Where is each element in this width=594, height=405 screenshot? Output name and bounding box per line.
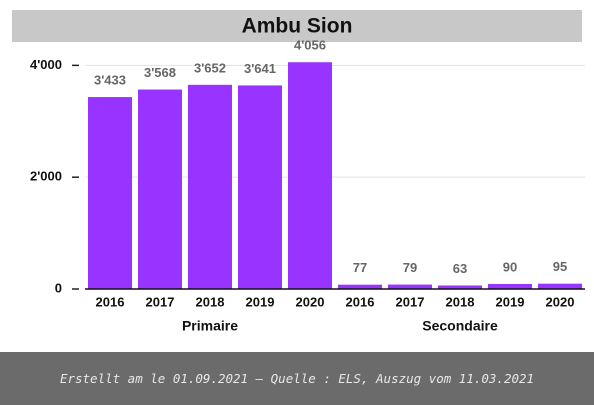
value-label: 3'433 [94, 73, 126, 88]
value-label: 63 [453, 261, 467, 276]
value-label: 4'056 [294, 38, 326, 53]
bar [238, 85, 282, 289]
chart: Ambu Sion 0 2'000 4'000 2016 3'433 2017 3'568 2… [12, 10, 585, 334]
caption: Erstellt am le 01.09.2021 – Quelle : ELS… [0, 352, 594, 405]
x-tick-label: 2016 [96, 294, 125, 309]
bar [538, 283, 582, 289]
bar [438, 285, 482, 289]
value-label: 95 [553, 259, 567, 274]
y-tick-label: 4'000 [30, 57, 62, 72]
group-label: Secondaire [422, 318, 498, 334]
bar [188, 84, 232, 289]
y-tick-label: 0 [55, 280, 62, 295]
x-tick-label: 2018 [446, 294, 475, 309]
bar [488, 283, 532, 289]
x-tick-label: 2019 [496, 294, 525, 309]
x-tick-label: 2020 [296, 294, 325, 309]
bar [338, 284, 382, 289]
title-bar [12, 10, 582, 42]
group-label: Primaire [182, 318, 238, 334]
value-label: 3'652 [194, 60, 226, 75]
chart-title: Ambu Sion [242, 15, 353, 38]
x-tick-label: 2020 [546, 294, 575, 309]
y-tick-label: 2'000 [30, 169, 62, 184]
bar [288, 62, 332, 289]
value-label: 90 [503, 259, 517, 274]
value-label: 3'568 [144, 65, 176, 80]
x-tick-label: 2019 [246, 294, 275, 309]
x-tick-label: 2017 [146, 294, 175, 309]
x-tick-label: 2017 [396, 294, 425, 309]
value-label: 79 [403, 260, 417, 275]
value-label: 77 [353, 260, 367, 275]
x-tick-label: 2018 [196, 294, 225, 309]
bar [138, 89, 182, 290]
x-tick-label: 2016 [346, 294, 375, 309]
value-label: 3'641 [244, 61, 276, 76]
bar [88, 97, 132, 290]
bar [388, 284, 432, 289]
